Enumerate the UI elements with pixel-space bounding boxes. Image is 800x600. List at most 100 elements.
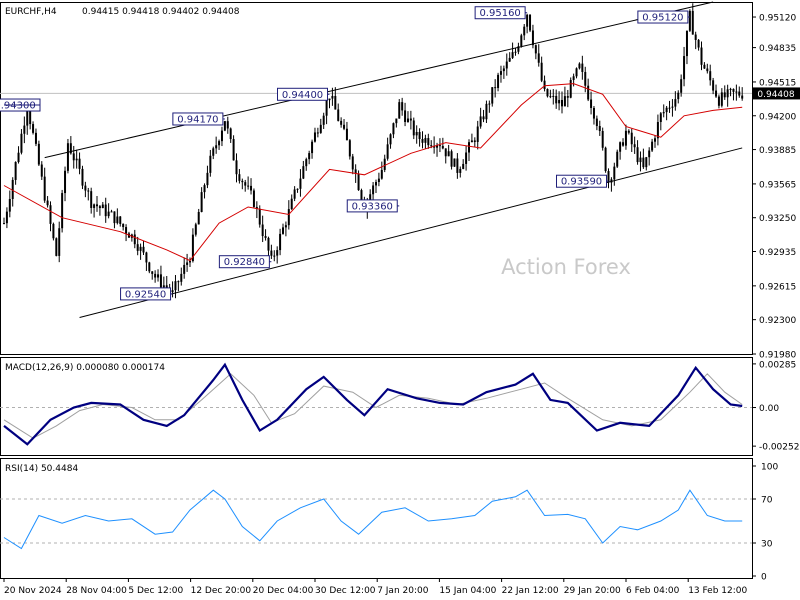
macd-tick-label: 0.00 <box>759 404 779 414</box>
candle-body <box>645 157 648 168</box>
rsi-tick-label: 70 <box>761 496 773 506</box>
candle-body <box>703 64 706 69</box>
candle-body <box>90 191 93 208</box>
candle-body <box>226 121 229 129</box>
candle-body <box>723 92 726 98</box>
candle-body <box>453 158 456 167</box>
candle-body <box>732 88 735 92</box>
candle-body <box>93 204 96 208</box>
candle-body <box>662 112 665 114</box>
candle-body <box>470 140 473 143</box>
price-tick-label: 0.92935 <box>759 248 796 258</box>
candle-body <box>549 96 552 98</box>
candle-body <box>200 192 203 212</box>
candle-body <box>305 159 308 167</box>
candle-body <box>20 133 23 153</box>
candle-body <box>377 178 380 183</box>
candle-body <box>212 148 215 156</box>
candle-body <box>659 113 662 123</box>
candle-body <box>133 234 136 245</box>
candle-body <box>595 118 598 127</box>
candle-body <box>322 115 325 125</box>
candle-body <box>418 131 421 139</box>
candle-body <box>415 131 418 136</box>
candle-body <box>122 223 125 228</box>
candle-body <box>261 224 264 237</box>
candle-body <box>587 85 590 100</box>
candle-body <box>441 145 444 149</box>
time-tick-label: 22 Jan 12:00 <box>502 586 559 596</box>
candle-body <box>316 132 319 134</box>
candle-body <box>383 158 386 170</box>
candle-body <box>610 179 613 183</box>
candle-body <box>110 211 113 213</box>
candle-body <box>206 172 209 186</box>
time-tick-label: 30 Dec 12:00 <box>315 586 376 596</box>
candle-body <box>46 200 49 206</box>
candle-body <box>680 79 683 93</box>
candle-body <box>499 71 502 75</box>
time-tick-label: 29 Jan 20:00 <box>564 586 621 596</box>
main-frame <box>0 2 753 355</box>
candle-body <box>404 110 407 122</box>
candle-body <box>575 68 578 77</box>
candle-body <box>462 163 465 169</box>
candle-body <box>497 74 500 88</box>
candle-body <box>159 274 162 288</box>
candle-body <box>436 145 439 148</box>
candle-body <box>331 95 334 99</box>
candle-body <box>75 158 78 161</box>
rsi-panel: RSI(14) 50.4484 100 70 30 0 <box>0 458 778 583</box>
candle-body <box>369 194 372 201</box>
candle-body <box>447 151 450 157</box>
time-tick-label: 28 Nov 04:00 <box>66 586 127 596</box>
candle-body <box>395 118 398 124</box>
time-tick-label: 7 Jan 20:00 <box>377 586 429 596</box>
candle-body <box>543 80 546 90</box>
candle-body <box>505 61 508 69</box>
candle-body <box>700 47 703 65</box>
candle-body <box>29 109 32 125</box>
candle-body <box>290 198 293 210</box>
candle-body <box>488 103 491 105</box>
candle-body <box>319 124 322 133</box>
candle-body <box>540 62 543 81</box>
candle-body <box>180 273 183 282</box>
candle-body <box>598 126 601 131</box>
channel-lower-line <box>79 147 743 318</box>
candle-body <box>252 190 255 207</box>
pivot-label: 0.92840 <box>224 257 265 268</box>
time-tick-label: 13 Feb 12:00 <box>688 586 747 596</box>
watermark-text: Action Forex <box>501 255 631 279</box>
candle-body <box>691 10 694 35</box>
candle-body <box>386 144 389 159</box>
candle-body <box>694 34 697 40</box>
price-tick-label: 0.93565 <box>759 180 796 190</box>
candle-body <box>494 87 497 89</box>
candle-body <box>511 52 514 58</box>
candle-body <box>186 262 189 265</box>
candle-body <box>293 189 296 199</box>
price-tick-label: 0.93250 <box>759 214 796 224</box>
candle-body <box>229 128 232 140</box>
current-price-tag <box>753 87 800 100</box>
candle-body <box>148 262 151 272</box>
candle-body <box>735 91 738 93</box>
candle-body <box>465 152 468 164</box>
candle-body <box>558 99 561 104</box>
candle-body <box>142 246 145 253</box>
candle-body <box>116 216 119 224</box>
time-axis: 20 Nov 2024 28 Nov 04:00 5 Dec 12:00 12 Dec… <box>3 578 748 596</box>
candle-body <box>479 116 482 127</box>
candle-body <box>561 99 563 107</box>
candle-body <box>459 168 462 173</box>
candle-body <box>98 206 101 209</box>
ohlc-label: 0.94415 0.94418 0.94402 0.94408 <box>82 7 240 17</box>
candle-body <box>61 193 64 229</box>
candle-body <box>468 142 470 153</box>
candle-body <box>622 142 625 146</box>
candle-body <box>651 141 654 151</box>
candle-body <box>215 145 218 149</box>
candle-body <box>113 211 116 224</box>
macd-label: MACD(12,26,9) 0.000080 0.000174 <box>5 363 165 373</box>
